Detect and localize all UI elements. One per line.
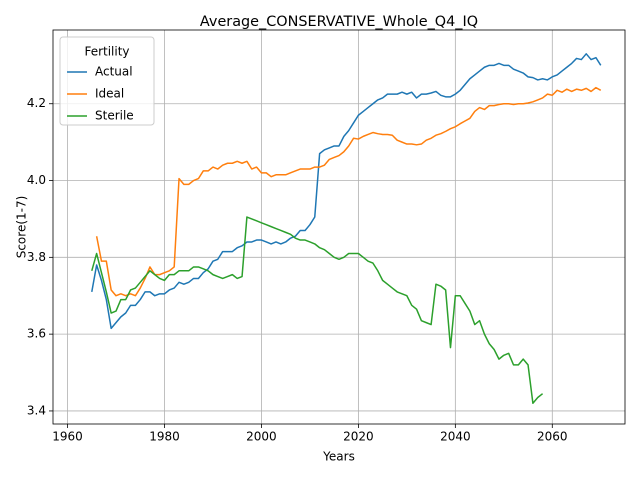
legend-label: Ideal <box>95 87 124 101</box>
x-tick-label: 2040 <box>440 430 471 444</box>
legend-label: Actual <box>95 65 133 79</box>
y-tick-label: 3.6 <box>27 327 46 341</box>
x-tick-label: 1960 <box>52 430 83 444</box>
y-tick-label: 4.0 <box>27 173 46 187</box>
legend-box <box>59 36 155 126</box>
data-line <box>91 216 544 405</box>
data-line <box>95 86 602 297</box>
y-tick-label: 4.2 <box>27 96 46 110</box>
x-axis-label: Years <box>322 450 355 464</box>
data-line <box>91 53 602 330</box>
legend-title: Fertility <box>84 45 129 59</box>
x-tick-label: 2000 <box>246 430 277 444</box>
y-axis-label: Score(1-7) <box>15 196 29 259</box>
x-tick-label: 2060 <box>537 430 568 444</box>
chart-title: Average_CONSERVATIVE_Whole_Q4_IQ <box>200 14 478 30</box>
y-tick-label: 3.4 <box>27 403 46 417</box>
legend-label: Sterile <box>95 109 134 123</box>
y-tick-label: 3.8 <box>27 250 46 264</box>
plot-frame <box>52 29 626 425</box>
x-tick-label: 1980 <box>149 430 180 444</box>
x-tick-label: 2020 <box>343 430 374 444</box>
